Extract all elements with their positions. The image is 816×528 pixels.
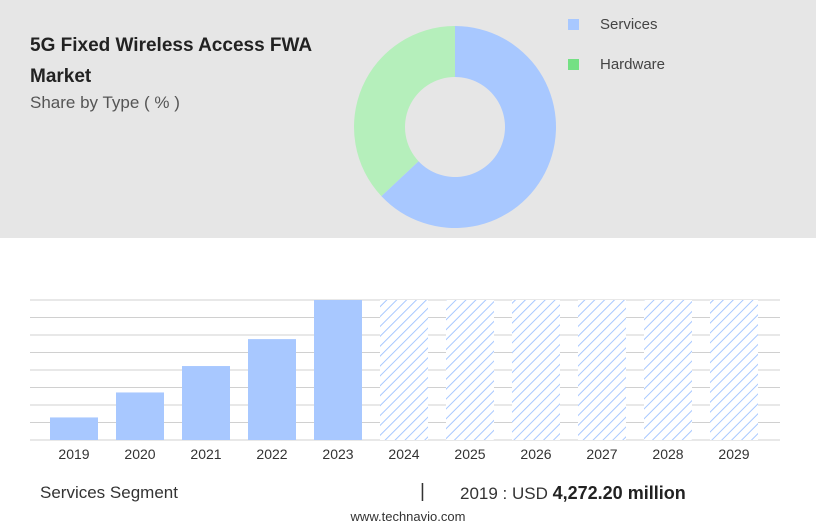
segment-year-prefix: 2019 : USD xyxy=(460,484,548,503)
bar-2019 xyxy=(50,417,98,440)
forecast-bar-2029 xyxy=(710,300,758,440)
donut-chart xyxy=(354,26,556,228)
footer-divider: | xyxy=(420,481,425,502)
legend-item-services: Services xyxy=(568,14,665,34)
forecast-bar-2024 xyxy=(380,300,428,440)
forecast-bar-2026 xyxy=(512,300,560,440)
legend-item-hardware: Hardware xyxy=(568,54,665,74)
segment-value-amount: 4,272.20 million xyxy=(552,483,686,503)
x-tick-label-2025: 2025 xyxy=(454,446,485,462)
x-tick-label-2029: 2029 xyxy=(718,446,749,462)
x-tick-label-2022: 2022 xyxy=(256,446,287,462)
x-tick-label-2021: 2021 xyxy=(190,446,221,462)
legend-label-services: Services xyxy=(600,15,658,33)
forecast-bar-2027 xyxy=(578,300,626,440)
chart-subtitle: Share by Type ( % ) xyxy=(30,93,180,112)
bar-2021 xyxy=(182,366,230,440)
donut-slice-services xyxy=(381,26,556,228)
bar-2020 xyxy=(116,392,164,440)
x-tick-label-2019: 2019 xyxy=(58,446,89,462)
donut-legend: Services Hardware xyxy=(568,14,665,94)
bar-2022 xyxy=(248,339,296,440)
source-link[interactable]: www.technavio.com xyxy=(350,509,466,524)
donut-slice-hardware xyxy=(354,26,455,197)
legend-swatch-services xyxy=(568,18,579,30)
segment-label: Services Segment xyxy=(40,483,178,502)
chart-title: 5G Fixed Wireless Access FWA Market xyxy=(30,35,312,87)
legend-swatch-hardware xyxy=(568,58,579,70)
x-tick-label-2020: 2020 xyxy=(124,446,155,462)
segment-value: 2019 : USD 4,272.20 million xyxy=(460,483,686,504)
x-tick-label-2028: 2028 xyxy=(652,446,683,462)
bar-chart: 2019 2020 2021 2022 2023 2024 2025 2026 2027 2028… xyxy=(30,299,780,462)
x-tick-label-2026: 2026 xyxy=(520,446,551,462)
bar-2023 xyxy=(314,300,362,440)
forecast-bar-2025 xyxy=(446,300,494,440)
x-tick-label-2023: 2023 xyxy=(322,446,353,462)
forecast-bar-2028 xyxy=(644,300,692,440)
x-tick-label-2027: 2027 xyxy=(586,446,617,462)
x-tick-label-2024: 2024 xyxy=(388,446,419,462)
legend-label-hardware: Hardware xyxy=(600,55,666,73)
